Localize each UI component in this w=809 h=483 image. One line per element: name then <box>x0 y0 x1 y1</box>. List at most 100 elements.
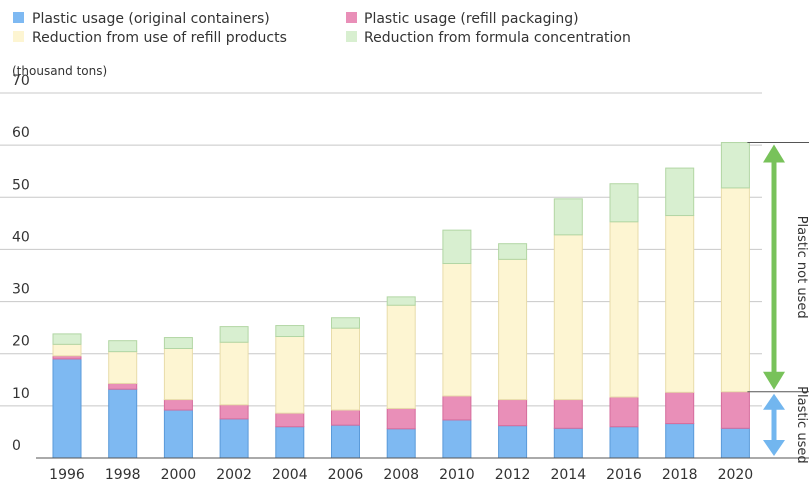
plastic-used-annotation: Plastic used <box>763 386 809 464</box>
stacked-bar <box>665 167 695 459</box>
stacked-bar <box>609 183 639 459</box>
bar-segment-formula-concentration <box>498 243 528 260</box>
legend-label-original-containers: Plastic usage (original containers) <box>32 11 270 27</box>
plastic-not-used-arrow-head-down <box>763 371 785 390</box>
legend-swatch-refill-reduction <box>13 31 24 42</box>
plastic-not-used-label: Plastic not used <box>794 216 809 319</box>
bar-segment-formula-concentration <box>386 296 416 306</box>
bar-segment-original-containers <box>553 427 583 459</box>
bar-segment-formula-concentration <box>553 198 583 236</box>
y-axis-unit-label: (thousand tons) <box>12 64 107 78</box>
bar-segment-formula-concentration <box>219 326 249 343</box>
stacked-bar <box>386 296 416 459</box>
stacked-bar <box>52 333 82 459</box>
stacked-bar <box>553 198 583 459</box>
bar-segment-refill-reduction <box>386 304 416 409</box>
bar-segment-refill-packaging <box>720 391 750 429</box>
stacked-bar <box>108 340 138 459</box>
bar-segment-formula-concentration <box>720 142 750 189</box>
legend-item-refill-reduction: Reduction from use of refill products <box>13 30 287 46</box>
x-tick-label: 2016 <box>606 467 642 483</box>
legend-label-refill-packaging: Plastic usage (refill packaging) <box>364 11 579 27</box>
bar-segment-refill-reduction <box>609 221 639 398</box>
y-tick-label: 10 <box>12 386 30 402</box>
plastic-used-arrow-head-up <box>763 393 785 410</box>
bar-segment-formula-concentration <box>665 167 695 217</box>
bar-segment-original-containers <box>442 419 472 459</box>
legend: Plastic usage (original containers) Plas… <box>13 11 631 46</box>
legend-item-original-containers: Plastic usage (original containers) <box>13 11 270 27</box>
bar-segment-refill-reduction <box>442 263 472 397</box>
legend-item-formula-concentration: Reduction from formula concentration <box>346 30 631 46</box>
y-tick-label: 30 <box>12 282 30 298</box>
y-tick-label: 50 <box>12 177 30 193</box>
bar-segment-refill-reduction <box>108 351 138 384</box>
bar-segment-refill-packaging <box>442 395 472 421</box>
bar-segment-formula-concentration <box>52 333 82 345</box>
bar-segment-original-containers <box>108 388 138 459</box>
legend-item-refill-packaging: Plastic usage (refill packaging) <box>346 11 579 27</box>
bar-segment-refill-reduction <box>331 327 360 411</box>
stacked-bar <box>275 325 305 459</box>
bar-segment-refill-packaging <box>609 396 639 428</box>
x-axis-ticks: 1996 1998 2000 2002 2004 2006 2008 2010 2012 2014… <box>49 467 753 483</box>
legend-label-formula-concentration: Reduction from formula concentration <box>364 30 631 46</box>
bar-segment-refill-packaging <box>331 409 360 426</box>
bar-segment-refill-packaging <box>219 404 249 420</box>
bar-segment-refill-packaging <box>386 407 416 430</box>
bar-segment-original-containers <box>665 423 695 459</box>
bar-segment-refill-reduction <box>720 187 750 393</box>
bar-segment-refill-reduction <box>163 348 193 401</box>
bar-segment-formula-concentration <box>163 337 193 349</box>
x-tick-label: 2004 <box>272 467 308 483</box>
bar-segment-formula-concentration <box>609 183 639 223</box>
bar-segment-formula-concentration <box>442 229 472 265</box>
bar-segment-refill-packaging <box>108 382 138 390</box>
bar-segment-formula-concentration <box>275 325 305 338</box>
y-tick-label: 40 <box>12 229 30 245</box>
legend-label-refill-reduction: Reduction from use of refill products <box>32 30 287 46</box>
stacked-bar <box>219 326 249 459</box>
bar-segment-refill-packaging <box>163 399 193 411</box>
stacked-bar <box>498 243 528 459</box>
plastic-used-arrow-head-down <box>763 440 785 456</box>
y-axis-ticks: 0 10 20 30 40 50 60 70 <box>12 73 30 454</box>
y-tick-label: 20 <box>12 334 30 350</box>
bar-segment-original-containers <box>163 409 193 459</box>
stacked-bar <box>720 142 750 459</box>
x-tick-label: 2002 <box>216 467 252 483</box>
stacked-bar <box>442 229 472 459</box>
x-tick-label: 2020 <box>718 467 754 483</box>
x-tick-label: 2006 <box>328 467 364 483</box>
bar-segment-refill-reduction <box>275 336 305 414</box>
x-tick-label: 2008 <box>383 467 419 483</box>
bar-segment-original-containers <box>386 428 416 459</box>
legend-swatch-original-containers <box>13 12 24 23</box>
bar-segment-original-containers <box>609 426 639 459</box>
bars <box>52 142 750 459</box>
x-tick-label: 1998 <box>105 467 141 483</box>
annotations: Plastic not used Plastic used <box>747 142 809 464</box>
bar-segment-formula-concentration <box>108 340 138 353</box>
bar-segment-original-containers <box>219 418 249 459</box>
bar-segment-original-containers <box>720 427 750 459</box>
x-tick-label: 2010 <box>439 467 475 483</box>
stacked-bar <box>331 317 360 459</box>
x-tick-label: 1996 <box>49 467 85 483</box>
bar-segment-original-containers <box>331 424 360 459</box>
x-tick-label: 2012 <box>495 467 531 483</box>
bar-segment-refill-reduction <box>498 258 528 401</box>
plastic-used-label: Plastic used <box>794 386 809 463</box>
bar-segment-refill-packaging <box>498 399 528 427</box>
bar-segment-refill-reduction <box>52 343 82 357</box>
legend-swatch-refill-packaging <box>346 12 357 23</box>
legend-swatch-formula-concentration <box>346 31 357 42</box>
x-tick-label: 2014 <box>550 467 586 483</box>
y-tick-label: 0 <box>12 438 21 454</box>
x-tick-label: 2018 <box>662 467 698 483</box>
bar-segment-refill-packaging <box>275 412 305 428</box>
plastic-not-used-annotation: Plastic not used <box>763 144 809 390</box>
plastic-not-used-arrow-head-up <box>763 144 785 163</box>
bar-segment-original-containers <box>52 358 82 459</box>
